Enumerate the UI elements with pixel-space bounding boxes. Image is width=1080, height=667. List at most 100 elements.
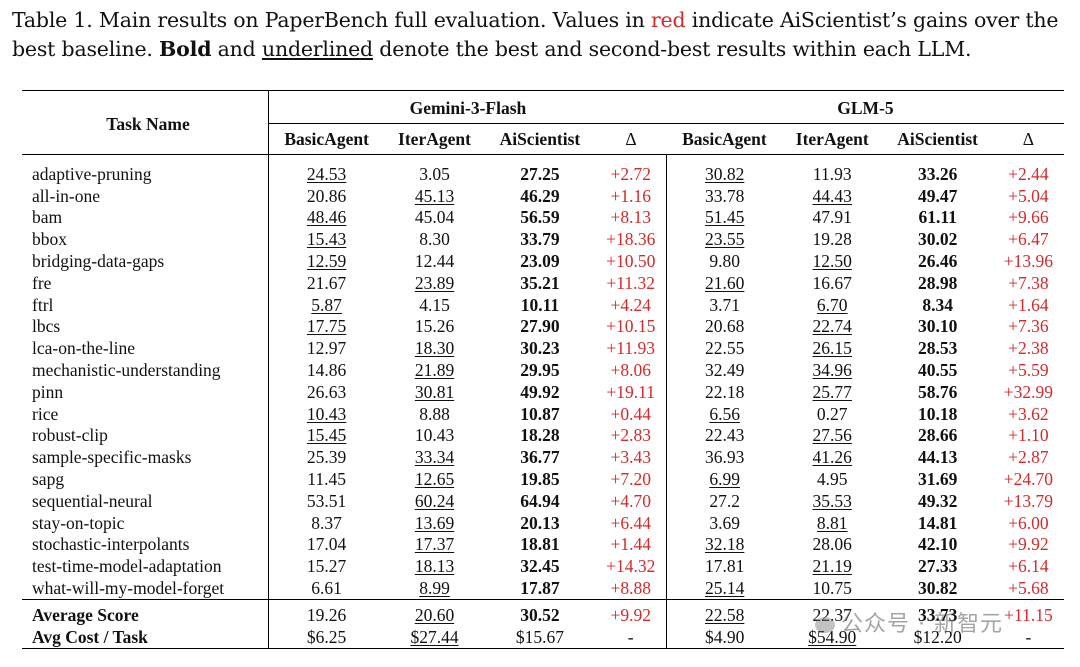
task-name-cell: what-will-my-model-forget — [32, 578, 225, 599]
value-cell: 0.27 — [816, 403, 848, 424]
value-cell: 33.26 — [917, 163, 958, 184]
value-cell: 18.30 — [414, 338, 455, 359]
table-row: test-time-model-adaptation 15.27 18.13 32.4… — [22, 555, 1064, 578]
value-cell: +11.32 — [606, 272, 656, 293]
value-cell: 27.33 — [917, 556, 958, 577]
value-cell: $27.44 — [410, 626, 459, 647]
value-cell: 22.43 — [666, 424, 782, 447]
value-cell: 19.28 — [812, 229, 852, 250]
value-cell: +7.20 — [610, 469, 651, 490]
caption-bold-word: Bold — [159, 37, 212, 61]
value-cell: 45.04 — [414, 207, 455, 228]
value-cell: +19.11 — [606, 381, 656, 402]
value-cell: 22.37 — [812, 604, 852, 625]
value-cell: +14.32 — [606, 556, 656, 577]
value-cell: 3.71 — [666, 293, 782, 316]
value-cell: 30.10 — [917, 316, 958, 337]
value-cell: 6.99 — [666, 468, 782, 490]
value-cell: +32.99 — [1003, 381, 1054, 402]
value-cell: 6.56 — [666, 402, 782, 425]
value-cell: +3.62 — [1008, 403, 1049, 424]
table-row: stay-on-topic 8.37 13.69 20.13 +6.44 3.69 8.81… — [22, 511, 1064, 534]
caption-underline-word: underlined — [261, 37, 373, 61]
value-cell: 19.85 — [520, 469, 560, 490]
value-cell: 17.75 — [268, 315, 385, 338]
value-cell: +3.43 — [610, 447, 651, 468]
value-cell: 20.86 — [268, 184, 385, 207]
table-row: all-in-one 20.86 45.13 46.29 +1.16 33.78 44.43… — [22, 184, 1064, 207]
col-header-basicagent: BasicAgent — [268, 123, 385, 155]
table-row: bridging-data-gaps 12.59 12.44 23.09 +10.50 9… — [22, 250, 1064, 272]
value-cell: 26.15 — [812, 338, 852, 359]
value-cell: 28.98 — [917, 272, 958, 293]
value-cell: 8.37 — [268, 511, 385, 534]
value-cell: +18.36 — [606, 229, 656, 250]
value-cell: +1.16 — [610, 185, 651, 206]
col-header-iteragent: IterAgent — [795, 129, 869, 149]
value-cell: 17.81 — [666, 555, 782, 578]
value-cell: +0.44 — [610, 403, 651, 424]
task-name-cell: fre — [32, 272, 52, 293]
value-cell: +6.00 — [1008, 512, 1049, 533]
value-cell: +5.68 — [1008, 578, 1049, 599]
caption-text-1: Table 1. Main results on PaperBench full… — [12, 8, 651, 32]
table-row: sequential-neural 53.51 60.24 64.94 +4.70 27.… — [22, 489, 1064, 512]
value-cell: 21.89 — [414, 360, 455, 381]
table-row: mechanistic-understanding 14.86 21.89 29.95… — [22, 359, 1064, 381]
value-cell: +2.38 — [1008, 338, 1049, 359]
value-cell: 56.59 — [520, 207, 560, 228]
value-cell: 32.18 — [666, 533, 782, 556]
value-cell: 14.81 — [917, 512, 958, 533]
value-cell: +10.15 — [606, 316, 656, 337]
value-cell: 48.46 — [268, 206, 385, 229]
task-name-cell: stochastic-interpolants — [32, 534, 190, 555]
value-cell: 9.80 — [666, 250, 782, 272]
group-header-gemini: Gemini-3-Flash — [267, 90, 667, 124]
table-row: bam 48.46 45.04 56.59 +8.13 51.45 47.91 61.11 +9… — [22, 206, 1064, 229]
value-cell: 6.70 — [816, 294, 848, 315]
value-cell: 3.05 — [419, 163, 450, 184]
task-name-cell: test-time-model-adaptation — [32, 556, 222, 577]
task-name-header: Task Name — [106, 113, 190, 134]
task-name-cell: sample-specific-masks — [32, 447, 192, 468]
value-cell: 33.73 — [917, 604, 958, 625]
value-cell: 30.82 — [666, 154, 782, 185]
task-name-cell: stay-on-topic — [32, 512, 125, 533]
caption-text-2: indicate AiScientist’s gains over the be… — [12, 8, 1059, 61]
task-name-cell: all-in-one — [32, 185, 101, 206]
task-name-cell: bridging-data-gaps — [32, 251, 165, 272]
task-name-cell: robust-clip — [32, 425, 108, 446]
value-cell: 17.04 — [268, 533, 385, 556]
value-cell: +13.79 — [1003, 490, 1054, 511]
value-cell: 4.95 — [816, 469, 848, 490]
wechat-icon — [815, 617, 835, 633]
table-row: pinn 26.63 30.81 49.92 +19.11 22.18 25.77 58.76… — [22, 380, 1064, 403]
group-header-glm: GLM-5 — [666, 90, 1064, 124]
value-cell: 23.89 — [414, 272, 455, 293]
value-cell: 8.30 — [419, 229, 450, 250]
value-cell: 49.92 — [520, 381, 560, 402]
value-cell: 36.77 — [520, 447, 560, 468]
task-name-cell: pinn — [32, 381, 64, 402]
value-cell: 24.53 — [268, 154, 385, 185]
value-cell: 36.93 — [666, 446, 782, 469]
value-cell: 22.74 — [812, 316, 852, 337]
table-row: ftrl 5.87 4.15 10.11 +4.24 3.71 6.70 8.34 +1.64 — [22, 293, 1064, 316]
value-cell: 23.09 — [520, 251, 560, 272]
value-cell: $4.90 — [666, 625, 782, 649]
value-cell: - — [1025, 626, 1032, 647]
task-name-cell: sapg — [32, 469, 65, 490]
value-cell: 22.18 — [666, 380, 782, 403]
value-cell: +6.14 — [1008, 556, 1049, 577]
results-table: Task Name Gemini-3-Flash GLM-5 BasicAgen… — [22, 90, 1064, 649]
value-cell: +6.44 — [610, 512, 651, 533]
value-cell: 31.69 — [917, 469, 958, 490]
table-caption: Table 1. Main results on PaperBench full… — [12, 6, 1072, 64]
table-row: sample-specific-masks 25.39 33.34 36.77 +3.4… — [22, 446, 1064, 469]
caption-text-4: denote the best and second-best results … — [372, 37, 972, 61]
value-cell: 12.50 — [812, 251, 852, 272]
value-cell: 30.81 — [414, 381, 455, 402]
value-cell: 16.67 — [812, 272, 852, 293]
value-cell: +6.47 — [1008, 229, 1049, 250]
value-cell: +2.87 — [1008, 447, 1049, 468]
